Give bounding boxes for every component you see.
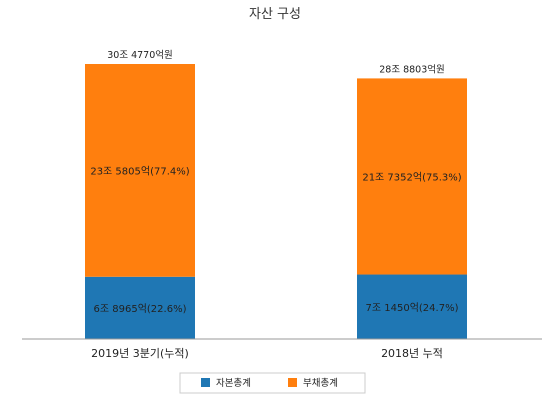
legend-box (179, 372, 366, 394)
bar-liabilities-1 (357, 78, 467, 275)
legend-swatch-liabilities (288, 378, 297, 387)
data-label-equity-0: 6조 8965억(22.6%) (94, 303, 187, 315)
x-tick-labels: 2019년 3분기(누적) 2018년 누적 (91, 347, 443, 360)
data-label-liabilities-0: 23조 5805억(77.4%) (90, 165, 189, 177)
bar-liabilities-0 (85, 64, 195, 277)
bars-group (85, 64, 467, 339)
labels-group: 6조 8965억(22.6%) 23조 5805억(77.4%) 30조 4770억… (90, 49, 461, 315)
chart-title: 자산 구성 (249, 7, 301, 22)
total-label-1: 28조 8803억원 (379, 63, 445, 75)
bar-equity-1 (357, 274, 467, 339)
bar-equity-0 (85, 276, 195, 339)
x-tick-label-0: 2019년 3분기(누적) (91, 347, 189, 360)
legend-swatch-equity (201, 378, 210, 387)
data-label-equity-1: 7조 1450억(24.7%) (366, 302, 459, 314)
data-label-liabilities-1: 21조 7352억(75.3%) (362, 171, 461, 183)
x-tick-label-1: 2018년 누적 (381, 347, 443, 360)
legend-label-equity: 자본총계 (216, 377, 251, 389)
total-label-0: 30조 4770억원 (107, 49, 173, 61)
legend-label-liabilities: 부채총계 (303, 377, 338, 389)
